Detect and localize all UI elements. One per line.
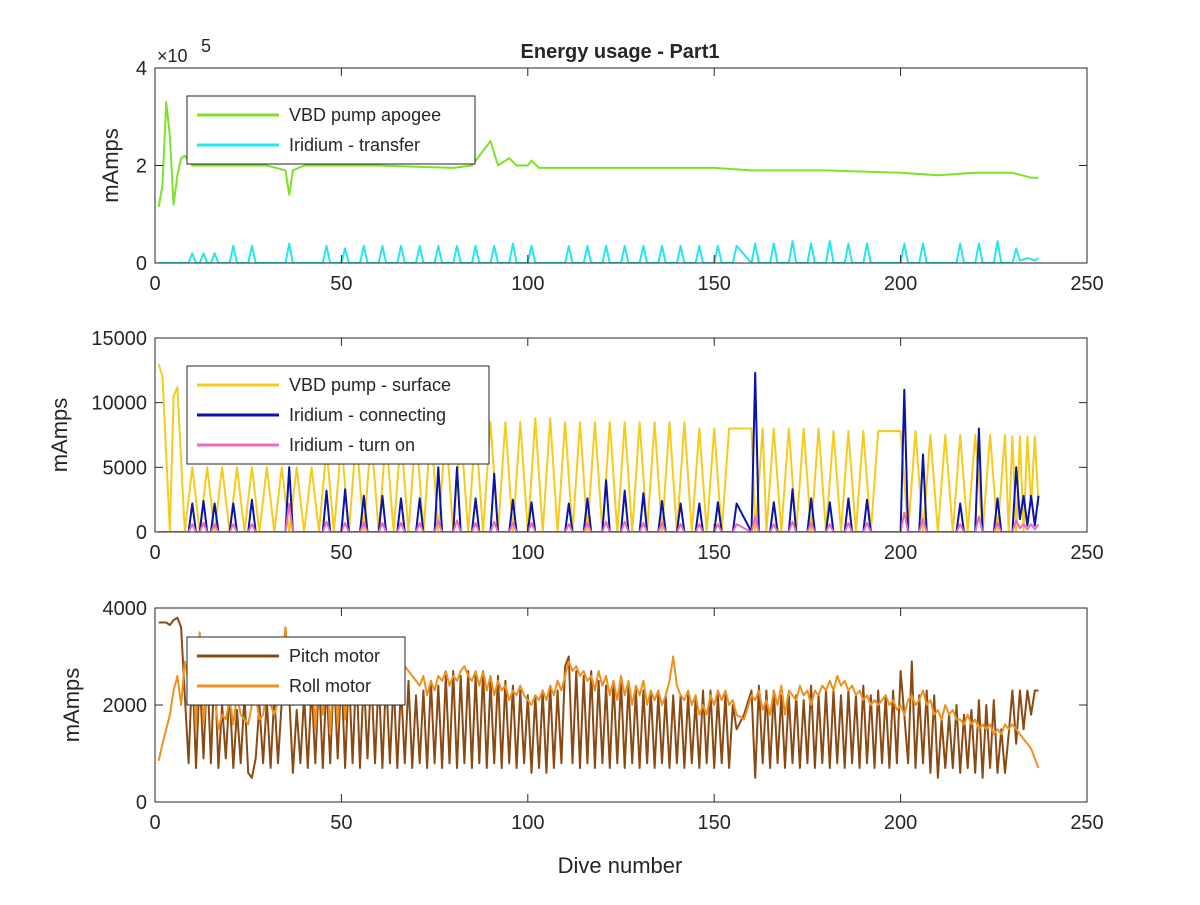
x-tick-label: 250: [1070, 273, 1103, 295]
x-tick-label: 100: [511, 542, 544, 564]
subplot-2: 0 50 100 150 200 250 0 5000 10000 15000 mAmps VBD p…: [47, 328, 1104, 564]
series-group: [157, 101, 1040, 263]
x-tick-label: 200: [884, 542, 917, 564]
series-line-iridium-turn-on: [158, 502, 1040, 532]
x-tick-label: 0: [149, 812, 160, 834]
y-tick-label: 0: [136, 792, 147, 814]
series-line-vbd-pump-surface: [157, 363, 1040, 532]
x-tick-label: 50: [330, 273, 352, 295]
legend-label: VBD pump apogee: [289, 105, 441, 125]
legend-label: Iridium - turn on: [289, 435, 415, 455]
x-tick-label: 250: [1070, 542, 1103, 564]
legend: VBD pump - surface Iridium - connecting Ir…: [186, 365, 490, 465]
x-tick-label: 150: [698, 273, 731, 295]
series-line-iridium-connecting: [158, 371, 1040, 532]
legend-box: [186, 95, 476, 165]
y-axis-label: mAmps: [59, 668, 84, 743]
y-exponent-power: 5: [201, 36, 211, 56]
series-line-vbd-pump-apogee: [157, 101, 1039, 208]
y-tick-label: 0: [136, 253, 147, 275]
x-tick-label: 200: [884, 273, 917, 295]
y-tick-label: 10000: [91, 393, 147, 415]
y-tick-label: 5000: [103, 457, 148, 479]
subplots: 0 50 100 150 200 250 0 2 4 ×10 5 mAmps VBD pump apog…: [47, 36, 1104, 834]
y-tick-label: 2000: [103, 695, 148, 717]
x-tick-label: 50: [330, 542, 352, 564]
y-tick-label: 4000: [103, 598, 148, 620]
y-tick-label: 15000: [91, 328, 147, 350]
legend-box: [186, 636, 406, 706]
legend: VBD pump apogee Iridium - transfer: [186, 95, 476, 165]
figure-title: Energy usage - Part1: [521, 41, 720, 63]
y-tick-label: 0: [136, 522, 147, 544]
legend-label: Iridium - transfer: [289, 135, 420, 155]
series-line-iridium-transfer: [158, 240, 1040, 263]
legend-label: Roll motor: [289, 676, 371, 696]
x-tick-label: 150: [698, 812, 731, 834]
x-tick-label: 100: [511, 273, 544, 295]
series-group: [157, 363, 1040, 532]
x-tick-label: 250: [1070, 812, 1103, 834]
x-axis-label: Dive number: [558, 853, 683, 878]
x-tick-label: 100: [511, 812, 544, 834]
plot-border: [154, 337, 1088, 533]
legend-label: VBD pump - surface: [289, 375, 451, 395]
x-tick-label: 0: [149, 542, 160, 564]
y-axis-label: mAmps: [98, 128, 123, 203]
x-tick-label: 150: [698, 542, 731, 564]
y-tick-label: 2: [136, 156, 147, 178]
x-tick-label: 200: [884, 812, 917, 834]
y-axis-label: mAmps: [47, 398, 72, 473]
y-tick-label: 4: [136, 58, 147, 80]
subplot-1: 0 50 100 150 200 250 0 2 4 ×10 5 mAmps VBD pump apog…: [98, 36, 1104, 295]
y-exponent-label: ×10: [157, 46, 188, 66]
legend-label: Iridium - connecting: [289, 405, 446, 425]
legend-label: Pitch motor: [289, 646, 380, 666]
legend: Pitch motor Roll motor: [186, 636, 406, 706]
x-tick-label: 0: [149, 273, 160, 295]
x-tick-label: 50: [330, 812, 352, 834]
subplot-3: 0 50 100 150 200 250 0 2000 4000 mAmps Pitch motor…: [59, 598, 1104, 834]
